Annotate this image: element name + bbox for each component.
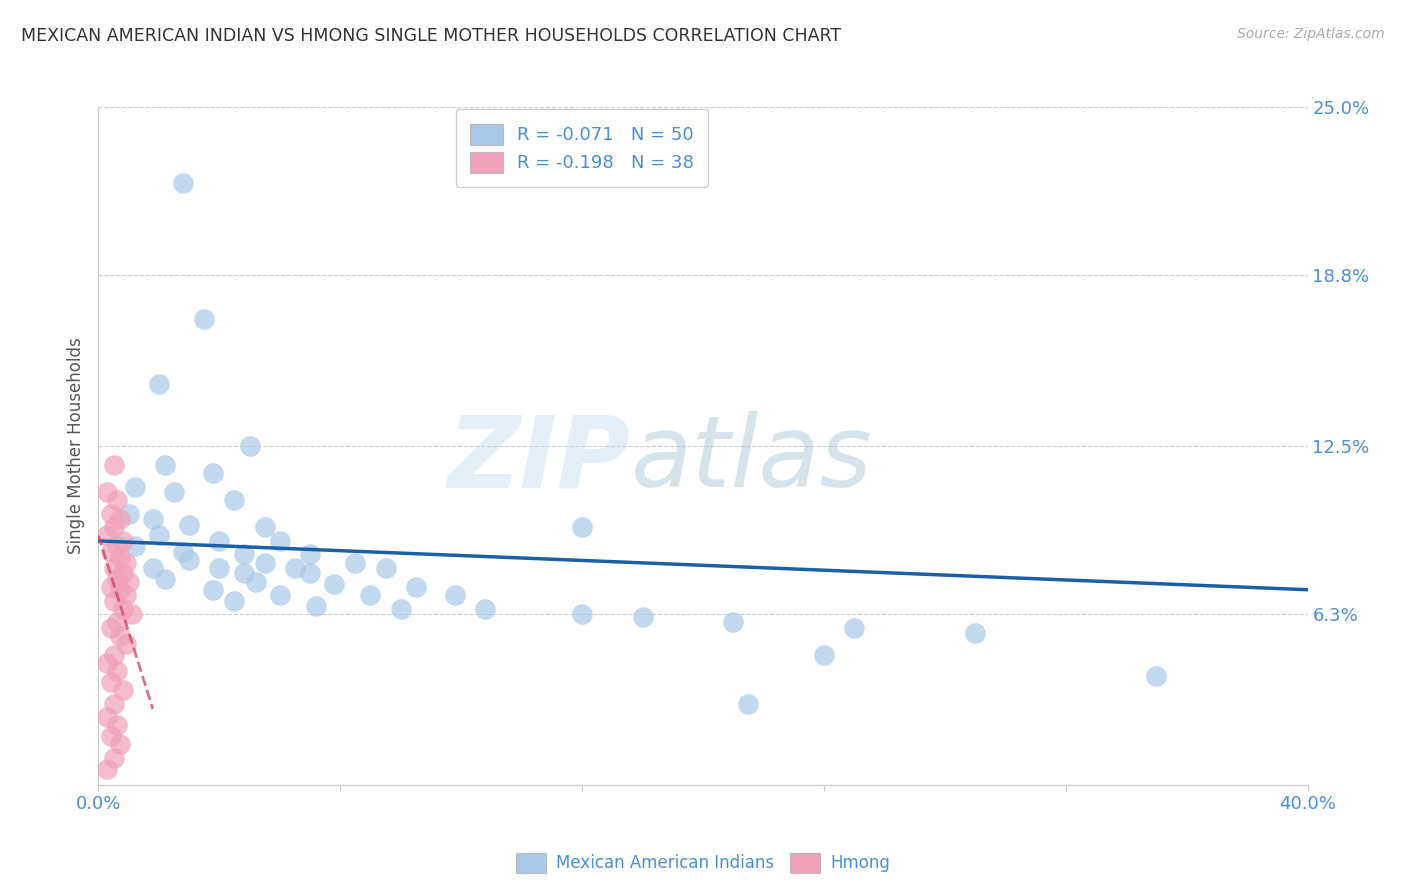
- Point: [232, 548, 254, 562]
- Point: [172, 176, 194, 190]
- Point: [239, 439, 262, 453]
- Point: [108, 737, 131, 751]
- Point: [118, 507, 141, 521]
- Point: [100, 621, 122, 635]
- Point: [253, 556, 276, 570]
- Point: [344, 556, 367, 570]
- Point: [96, 656, 118, 670]
- Point: [202, 582, 225, 597]
- Point: [813, 648, 835, 662]
- Point: [114, 637, 136, 651]
- Point: [100, 507, 122, 521]
- Point: [142, 512, 165, 526]
- Point: [114, 556, 136, 570]
- Text: Source: ZipAtlas.com: Source: ZipAtlas.com: [1237, 27, 1385, 41]
- Point: [232, 566, 254, 581]
- Point: [111, 533, 134, 548]
- Point: [148, 376, 170, 391]
- Point: [253, 520, 276, 534]
- Point: [100, 580, 122, 594]
- Point: [103, 697, 125, 711]
- Y-axis label: Single Mother Households: Single Mother Households: [66, 338, 84, 554]
- Point: [103, 648, 125, 662]
- Point: [389, 601, 412, 615]
- Point: [153, 572, 176, 586]
- Point: [103, 520, 125, 534]
- Point: [299, 566, 322, 581]
- Point: [103, 751, 125, 765]
- Point: [163, 485, 186, 500]
- Point: [105, 493, 128, 508]
- Legend: Mexican American Indians, Hmong: Mexican American Indians, Hmong: [509, 847, 897, 880]
- Point: [108, 582, 131, 597]
- Point: [153, 458, 176, 472]
- Point: [444, 588, 467, 602]
- Point: [105, 539, 128, 553]
- Point: [172, 545, 194, 559]
- Point: [142, 561, 165, 575]
- Point: [571, 520, 593, 534]
- Point: [723, 615, 745, 630]
- Point: [96, 710, 118, 724]
- Point: [105, 664, 128, 678]
- Point: [374, 561, 396, 575]
- Point: [202, 466, 225, 480]
- Point: [100, 729, 122, 743]
- Point: [208, 561, 231, 575]
- Point: [100, 674, 122, 689]
- Point: [103, 561, 125, 575]
- Point: [284, 561, 307, 575]
- Point: [111, 683, 134, 698]
- Point: [474, 601, 496, 615]
- Point: [208, 533, 231, 548]
- Point: [245, 574, 267, 589]
- Point: [105, 615, 128, 630]
- Point: [965, 626, 987, 640]
- Point: [631, 610, 654, 624]
- Point: [96, 528, 118, 542]
- Point: [224, 593, 246, 607]
- Point: [269, 533, 291, 548]
- Point: [103, 593, 125, 607]
- Point: [571, 607, 593, 621]
- Point: [737, 697, 759, 711]
- Point: [179, 517, 201, 532]
- Point: [360, 588, 382, 602]
- Text: MEXICAN AMERICAN INDIAN VS HMONG SINGLE MOTHER HOUSEHOLDS CORRELATION CHART: MEXICAN AMERICAN INDIAN VS HMONG SINGLE …: [21, 27, 841, 45]
- Point: [105, 572, 128, 586]
- Point: [124, 539, 146, 553]
- Point: [193, 311, 215, 326]
- Legend: R = -0.071   N = 50, R = -0.198   N = 38: R = -0.071 N = 50, R = -0.198 N = 38: [456, 110, 709, 187]
- Point: [108, 629, 131, 643]
- Point: [269, 588, 291, 602]
- Point: [405, 580, 427, 594]
- Point: [114, 588, 136, 602]
- Point: [179, 553, 201, 567]
- Point: [96, 485, 118, 500]
- Point: [1144, 669, 1167, 683]
- Point: [105, 718, 128, 732]
- Point: [103, 458, 125, 472]
- Text: ZIP: ZIP: [447, 411, 630, 508]
- Point: [299, 548, 322, 562]
- Point: [323, 577, 346, 591]
- Point: [108, 550, 131, 565]
- Point: [111, 601, 134, 615]
- Point: [100, 545, 122, 559]
- Point: [96, 762, 118, 776]
- Text: atlas: atlas: [630, 411, 872, 508]
- Point: [224, 493, 246, 508]
- Point: [124, 480, 146, 494]
- Point: [108, 512, 131, 526]
- Point: [305, 599, 328, 613]
- Point: [148, 528, 170, 542]
- Point: [111, 566, 134, 581]
- Point: [118, 574, 141, 589]
- Point: [121, 607, 143, 621]
- Point: [844, 621, 866, 635]
